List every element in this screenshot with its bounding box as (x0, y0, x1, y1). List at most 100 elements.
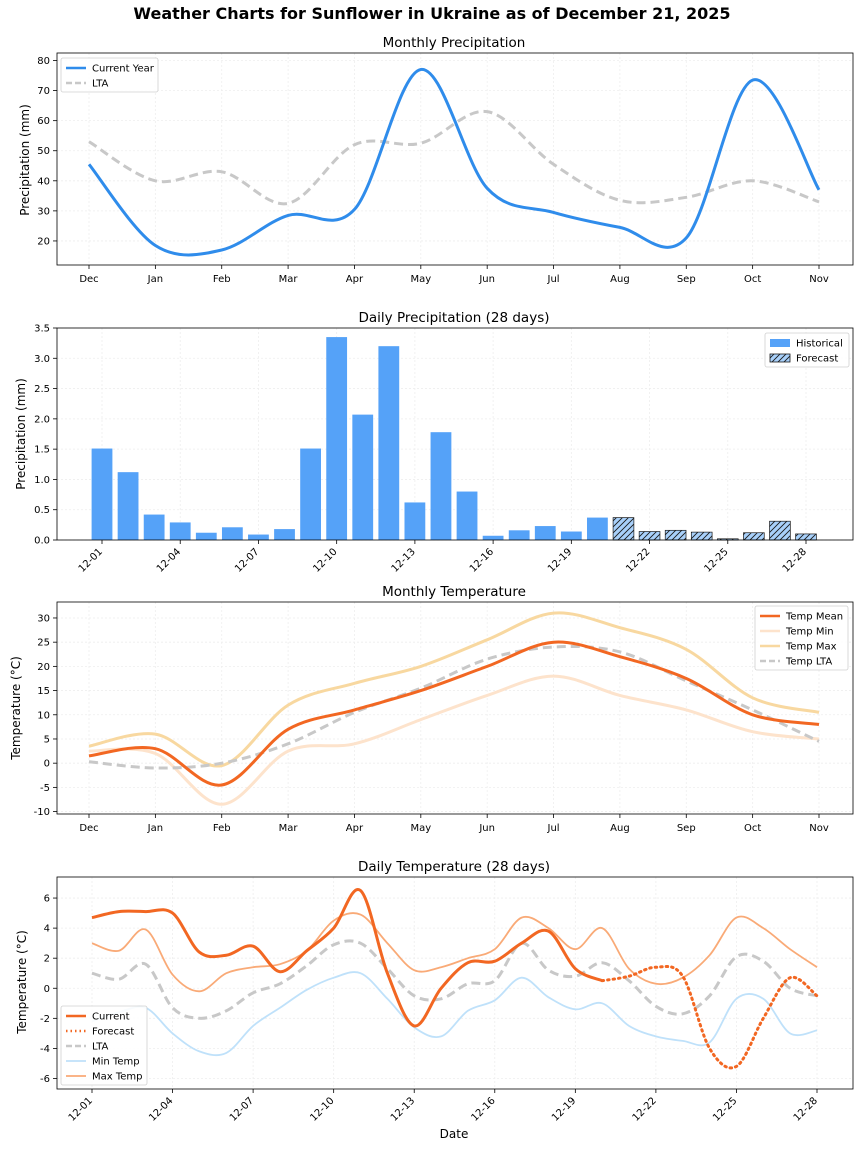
y-tick-label: 3.5 (34, 324, 50, 335)
x-tick-label: Nov (809, 274, 829, 285)
forecast-bar (743, 532, 765, 541)
legend-label: Temp Mean (785, 612, 843, 623)
x-tick-label: Jan (147, 823, 163, 834)
legend-label: Max Temp (92, 1072, 143, 1083)
y-tick-label: 70 (37, 86, 50, 97)
x-tick-label: 12-01 (77, 546, 105, 574)
x-tick-label: Jan (147, 274, 163, 285)
x-tick-label: 12-19 (546, 546, 574, 574)
legend-swatch (769, 353, 791, 363)
legend-box (754, 605, 849, 671)
y-tick-label: 1.5 (34, 445, 50, 456)
x-tick-label: May (410, 274, 431, 285)
forecast-bar (690, 531, 713, 541)
plot-area: -10 -5 0 5 10 15 20 25 30 Dec Jan Feb Mar Apr May Jun Ju… (34, 601, 854, 834)
daily-temperature-chart: Daily Temperature (28 days) Temperature … (15, 859, 854, 1141)
x-tick-label: Aug (610, 823, 630, 834)
x-tick-label: Jul (547, 823, 560, 834)
legend-label: Historical (796, 339, 843, 350)
y-axis-label: Precipitation (mm) (14, 378, 28, 490)
grid (57, 602, 853, 814)
legend-label: Current Year (92, 64, 155, 75)
y-tick-label: 10 (37, 710, 50, 721)
historical-bar (560, 531, 582, 540)
legend: Current Forecast LTA Min Temp Max Temp (60, 1005, 148, 1086)
legend: Temp Mean Temp Min Temp Max Temp LTA (754, 605, 849, 671)
historical-bar (430, 432, 452, 540)
axes: 20 30 40 50 60 70 80 Dec Jan Feb Mar Apr May Jun Jul Au… (37, 56, 829, 285)
x-tick-label: Feb (213, 823, 231, 834)
x-tick-label: Sep (677, 274, 696, 285)
y-tick-label: -6 (40, 1074, 50, 1085)
y-tick-label: 5 (44, 734, 50, 745)
monthly-temperature-chart: Monthly Temperature Temperature (°C) -10… (9, 584, 854, 834)
chart-title: Monthly Precipitation (383, 35, 526, 51)
legend-label: Current (92, 1012, 130, 1023)
x-tick-label: 12-04 (147, 1095, 175, 1123)
legend: Current Year LTA (60, 57, 159, 93)
daily-precipitation-chart: Daily Precipitation (28 days) Precipitat… (14, 310, 854, 575)
y-tick-label: 50 (37, 146, 50, 157)
plot-frame (56, 876, 854, 1090)
x-tick-label: 12-16 (469, 1095, 497, 1123)
historical-bar (143, 514, 165, 540)
y-tick-label: -10 (34, 807, 50, 818)
historical-bar (508, 530, 530, 540)
y-tick-label: -4 (40, 1044, 50, 1055)
grid (57, 327, 853, 541)
legend: Historical Forecast (764, 332, 850, 368)
y-tick-label: 20 (37, 662, 50, 673)
legend-label: Temp Min (785, 627, 834, 638)
legend-swatch (770, 339, 790, 347)
historical-bar (221, 527, 243, 540)
y-tick-label: 2 (44, 954, 50, 965)
grid (57, 877, 853, 1089)
x-tick-label: 12-10 (311, 546, 339, 574)
x-tick-label: Dec (79, 823, 98, 834)
historical-bar (195, 532, 217, 540)
x-tick-label: 12-10 (308, 1095, 336, 1123)
plot-area: 0.0 0.5 1.0 1.5 2.0 2.5 3.0 3.5 12-01 12-04 12-07 1… (34, 324, 854, 575)
chart-title: Daily Temperature (28 days) (358, 859, 550, 875)
forecast-bar (795, 533, 817, 541)
historical-bar (378, 346, 400, 540)
x-tick-label: 12-01 (67, 1095, 95, 1123)
historical-bar (274, 529, 295, 540)
legend-box (60, 1005, 148, 1086)
legend-label: Temp LTA (785, 657, 832, 668)
y-tick-label: 80 (37, 56, 50, 67)
historical-bar (456, 491, 478, 540)
figure-title: Weather Charts for Sunflower in Ukraine … (133, 4, 730, 23)
y-tick-label: 20 (37, 236, 50, 247)
y-tick-label: -2 (40, 1014, 50, 1025)
x-tick-label: 12-13 (390, 546, 418, 574)
series-current-year-line (87, 68, 821, 257)
x-tick-label: 12-22 (624, 546, 652, 574)
series-temp-min-line (88, 674, 820, 806)
x-tick-label: 12-19 (550, 1095, 578, 1123)
y-tick-label: 30 (37, 613, 50, 624)
x-tick-label: Oct (744, 274, 761, 285)
chart-title: Daily Precipitation (28 days) (359, 310, 550, 326)
grid (57, 53, 853, 265)
historical-bar (534, 526, 556, 540)
forecast-bar (664, 529, 687, 541)
y-tick-label: -5 (40, 783, 50, 794)
x-tick-label: Nov (809, 823, 829, 834)
x-tick-label: Jun (478, 823, 495, 834)
y-axis-label: Temperature (°C) (15, 930, 29, 1035)
x-tick-label: 12-25 (702, 546, 730, 574)
series-current-line (91, 888, 603, 1028)
plot-frame (56, 327, 854, 541)
x-tick-label: Oct (744, 823, 761, 834)
x-tick-label: 12-28 (792, 1095, 820, 1123)
x-tick-label: Apr (346, 823, 364, 834)
plot-area: -6 -4 -2 0 2 4 6 12-01 12-04 12-07 12-10 12-13 12-16… (40, 876, 854, 1124)
y-tick-label: 2.0 (34, 414, 50, 425)
y-tick-label: 6 (44, 894, 50, 905)
y-tick-label: 30 (37, 206, 50, 217)
y-axis-label: Precipitation (mm) (18, 104, 32, 216)
y-tick-label: 3.0 (34, 354, 50, 365)
x-tick-label: Dec (79, 274, 98, 285)
legend-label: Min Temp (92, 1057, 140, 1068)
